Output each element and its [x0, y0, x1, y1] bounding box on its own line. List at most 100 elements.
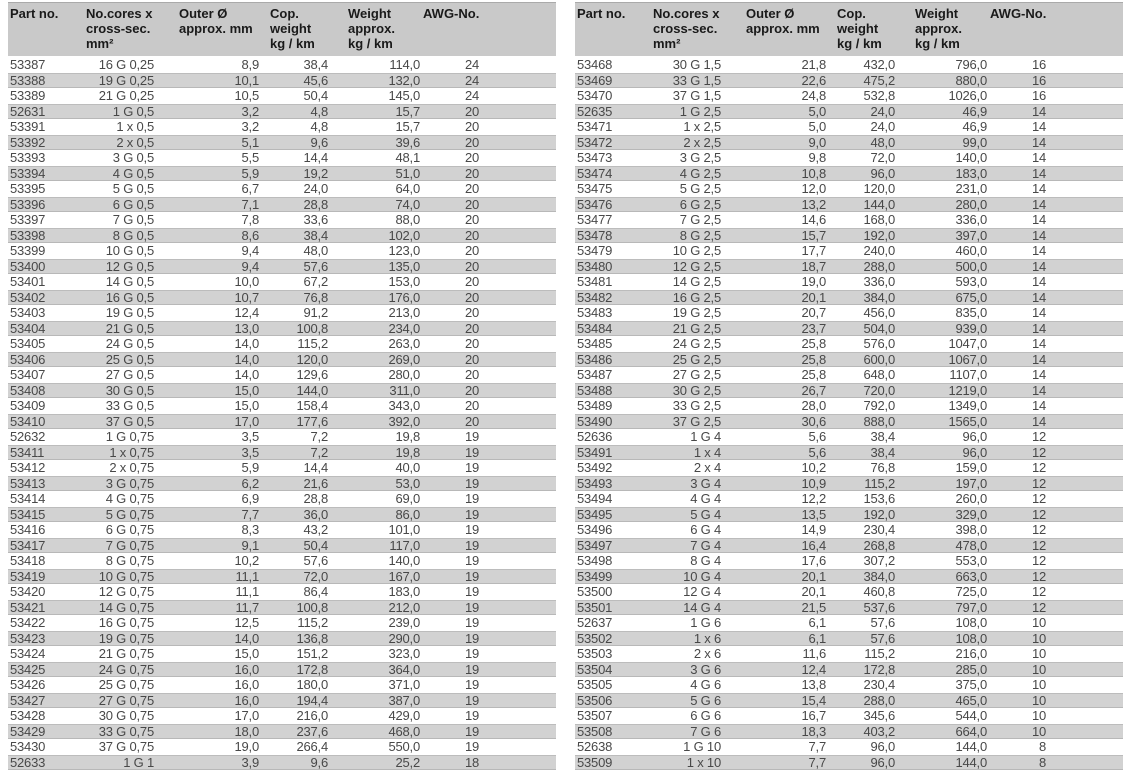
header-line: mm² [653, 36, 681, 51]
table-row: 53401 14 G 0,5 10,0 67,2 153,0 20 [8, 274, 556, 290]
table-row: 53404 21 G 0,5 13,0 100,8 234,0 20 [8, 320, 556, 336]
table-cell: 14 [989, 258, 1123, 274]
table-cell: 21 G 2,5 [651, 320, 729, 336]
table-cell: 53,0 [330, 475, 422, 491]
table-cell: 16 G 2,5 [651, 289, 729, 305]
table-cell: 167,0 [330, 568, 422, 584]
table-cell: 460,8 [863, 584, 895, 599]
table-cell: 7,8 [241, 212, 260, 227]
table-cell: 7,7 [162, 506, 260, 522]
table-cell: 53416 [10, 522, 46, 537]
table-row: 53509 1 x 10 7,7 96,0 144,0 8 [575, 754, 1123, 770]
table-cell: 231,0 [955, 181, 987, 196]
table-cell: 53388 [8, 72, 84, 88]
header-line: kg / km [270, 36, 315, 51]
table-cell: 17,7 [801, 243, 826, 258]
table-row: 53425 24 G 0,75 16,0 172,8 364,0 19 [8, 661, 556, 677]
header-line: weight [270, 21, 312, 36]
table-cell: 9,0 [729, 134, 827, 150]
table-cell: 53489 [577, 398, 613, 413]
table-cell: 53495 [575, 506, 651, 522]
table-cell: 12 [1031, 460, 1046, 475]
table-cell: 53424 [10, 646, 46, 661]
table-cell: 2 x 2,5 [651, 134, 729, 150]
table-cell: 76,8 [870, 460, 895, 475]
table-cell: 475,2 [827, 72, 897, 88]
table-cell: 17,0 [234, 708, 259, 723]
table-row: 53488 30 G 2,5 26,7 720,0 1219,0 14 [575, 382, 1123, 398]
table-row: 53407 27 G 0,5 14,0 129,6 280,0 20 [8, 367, 556, 383]
table-cell: 194,4 [260, 692, 330, 708]
table-cell: 15,4 [729, 692, 827, 708]
table-cell: 53492 [577, 460, 613, 475]
table-cell: 19 G 0,25 [84, 72, 162, 88]
table-cell: 114,0 [389, 57, 420, 72]
table-cell: 375,0 [955, 677, 987, 692]
table-cell: 1047,0 [948, 336, 987, 351]
table-cell: 16,4 [729, 537, 827, 553]
table-cell: 25,8 [729, 351, 827, 367]
table-cell: 10 [989, 692, 1123, 708]
table-row: 53399 10 G 0,5 9,4 48,0 123,0 20 [8, 243, 556, 259]
table-row: 53507 6 G 6 16,7 345,6 544,0 10 [575, 708, 1123, 724]
table-cell: 96,0 [827, 165, 897, 181]
table-row: 53468 30 G 1,5 21,8 432,0 796,0 16 [575, 57, 1123, 73]
table-cell: 329,0 [897, 506, 989, 522]
table-cell: 725,0 [955, 584, 987, 599]
table-cell: 5 G 0,75 [84, 506, 162, 522]
table-cell: 12 [989, 599, 1123, 615]
table-cell: 20,7 [801, 305, 826, 320]
table-cell: 50,4 [303, 88, 328, 103]
table-cell: 140,0 [955, 150, 987, 165]
table-cell: 53404 [8, 320, 84, 336]
table-cell: 102,0 [330, 227, 422, 243]
table-cell: 343,0 [388, 398, 420, 413]
table-cell: 108,0 [897, 630, 989, 646]
table-cell: 12 [989, 475, 1123, 491]
header-line: approx. mm [179, 21, 253, 36]
table-cell: 67,2 [303, 274, 328, 289]
header-line: kg / km [348, 36, 393, 51]
table-cell: 12 [1031, 429, 1046, 444]
table-cell: 45,6 [260, 72, 330, 88]
table-cell: 101,0 [388, 522, 420, 537]
table-row: 52637 1 G 6 6,1 57,6 108,0 10 [575, 615, 1123, 631]
table-cell: 648,0 [863, 367, 895, 382]
table-cell: 14 [989, 196, 1123, 212]
table-cell: 21,5 [729, 599, 827, 615]
table-cell: 38,4 [827, 444, 897, 460]
table-cell: 30 G 1,5 [672, 57, 721, 72]
table-cell: 10,8 [729, 165, 827, 181]
table-cell: 4 G 6 [690, 677, 721, 692]
table-cell: 336,0 [863, 274, 895, 289]
table-cell: 465,0 [897, 692, 989, 708]
table-cell: 12 [989, 444, 1123, 460]
table-row: 53485 24 G 2,5 25,8 576,0 1047,0 14 [575, 336, 1123, 352]
header-line: AWG-No. [423, 6, 480, 21]
table-cell: 53509 [575, 754, 651, 770]
table-cell: 7,2 [310, 429, 329, 444]
table-cell: 20,1 [729, 568, 827, 584]
table-cell: 53423 [8, 630, 84, 646]
table-row: 53403 19 G 0,5 12,4 91,2 213,0 20 [8, 305, 556, 321]
table-cell: 20 [464, 212, 479, 227]
table-cell: 20 [422, 258, 556, 274]
table-cell: 14 [989, 320, 1123, 336]
table-cell: 19 [422, 568, 556, 584]
table-cell: 10,9 [729, 475, 827, 491]
table-cell: 10 [989, 630, 1123, 646]
table-cell: 13,5 [729, 506, 827, 522]
table-cell: 53471 [577, 119, 613, 134]
table-cell: 288,0 [827, 258, 897, 274]
table-cell: 99,0 [897, 134, 989, 150]
table-cell: 3 G 4 [651, 475, 729, 491]
table-cell: 16,0 [162, 661, 260, 677]
table-cell: 15,7 [395, 119, 420, 134]
table-cell: 19,2 [260, 165, 330, 181]
table-cell: 1 x 0,5 [116, 119, 154, 134]
table-cell: 7 G 2,5 [679, 212, 721, 227]
table-cell: 11,6 [802, 646, 826, 661]
table-cell: 172,8 [260, 661, 330, 677]
table-cell: 3,5 [241, 429, 260, 444]
table-cell: 48,0 [303, 243, 328, 258]
